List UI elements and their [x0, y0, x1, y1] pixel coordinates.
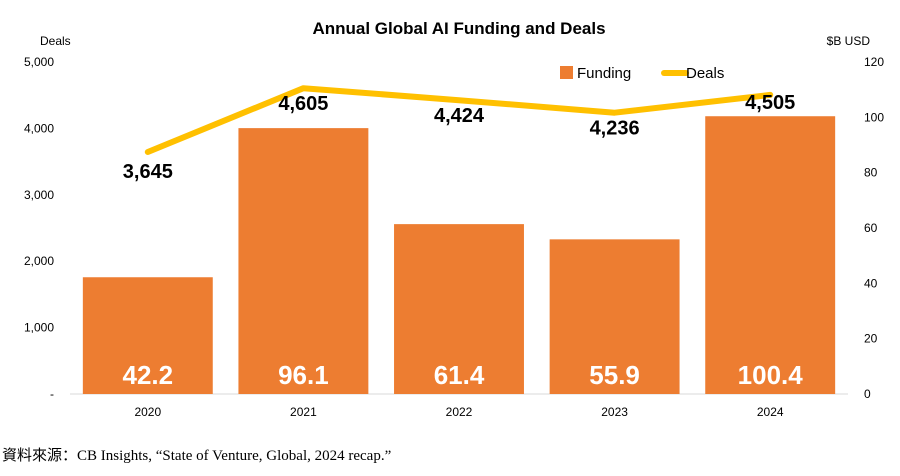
deals-label: 4,605 [278, 93, 328, 115]
funding-bar [705, 116, 836, 394]
funding-bar-label: 96.1 [278, 360, 329, 390]
right-tick-label: 40 [864, 276, 878, 290]
left-axis-ticks: - 1,000 2,000 3,000 4,000 5,000 [24, 55, 54, 401]
x-axis-ticks: 2020 2021 2022 2023 2024 [134, 405, 783, 419]
x-tick-label: 2024 [757, 405, 784, 419]
funding-bar-label: 100.4 [738, 360, 804, 390]
legend: Funding Deals [560, 65, 724, 82]
left-tick-label: 4,000 [24, 121, 54, 135]
funding-bar [238, 128, 369, 394]
funding-bar-labels: 42.2 96.1 61.4 55.9 100.4 [122, 360, 803, 390]
right-tick-label: 120 [864, 55, 884, 69]
right-tick-label: 0 [864, 387, 871, 401]
funding-bar-label: 42.2 [122, 360, 173, 390]
deals-labels: 3,645 4,605 4,424 4,236 4,505 [123, 92, 795, 183]
right-axis-ticks: 0 20 40 60 80 100 120 [864, 55, 884, 401]
funding-bar [394, 224, 524, 394]
funding-bar-label: 61.4 [434, 360, 485, 390]
deals-label: 3,645 [123, 161, 173, 183]
right-axis-unit: $B USD [827, 34, 871, 48]
funding-bar [549, 239, 680, 394]
right-tick-label: 80 [864, 166, 878, 180]
funding-bar-label: 55.9 [589, 360, 640, 390]
right-tick-label: 100 [864, 110, 884, 124]
x-tick-label: 2021 [290, 405, 317, 419]
right-tick-label: 60 [864, 221, 878, 235]
left-tick-label: 2,000 [24, 254, 54, 268]
left-axis-unit: Deals [40, 34, 71, 48]
right-tick-label: 20 [864, 332, 878, 346]
left-tick-label: 5,000 [24, 55, 54, 69]
funding-deals-chart: Annual Global AI Funding and Deals Deals… [24, 19, 884, 419]
legend-deals-label: Deals [686, 65, 724, 82]
x-tick-label: 2020 [134, 405, 161, 419]
funding-bar [82, 277, 213, 394]
funding-bars [82, 116, 836, 394]
x-tick-label: 2022 [446, 405, 473, 419]
source-note: 資料來源：CB Insights, “State of Venture, Glo… [2, 448, 392, 464]
x-tick-label: 2023 [601, 405, 628, 419]
left-tick-label: 1,000 [24, 321, 54, 335]
left-tick-label: - [50, 387, 54, 401]
left-tick-label: 3,000 [24, 188, 54, 202]
deals-label: 4,236 [590, 118, 640, 140]
deals-line [144, 85, 774, 155]
legend-funding-label: Funding [577, 65, 631, 82]
legend-funding-swatch [560, 66, 573, 79]
chart-title: Annual Global AI Funding and Deals [312, 19, 605, 38]
deals-label: 4,424 [434, 105, 485, 127]
deals-label: 4,505 [745, 92, 795, 114]
